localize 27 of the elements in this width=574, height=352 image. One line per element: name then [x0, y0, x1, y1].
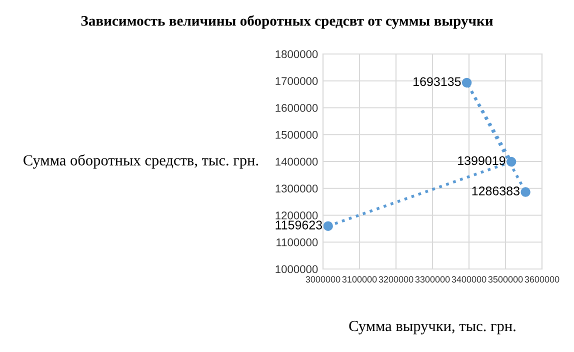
y-tick-label: 1300000 — [276, 184, 318, 193]
data-label: 1399019 — [458, 156, 506, 166]
data-label: 1286383 — [472, 186, 520, 196]
x-tick-label: 3200000 — [378, 276, 414, 283]
y-tick-label: 1800000 — [276, 50, 318, 58]
x-tick-label: 3000000 — [306, 276, 340, 283]
y-tick-label: 1500000 — [276, 130, 318, 139]
y-axis-title: Сумма оборотных средств, тыс. грн. — [24, 154, 258, 169]
y-tick-label: 1100000 — [276, 238, 318, 246]
point — [506, 156, 516, 167]
x-tick-label: 3300000 — [415, 276, 450, 283]
y-tick-label: 1700000 — [276, 77, 318, 86]
x-tick-label: 3600000 — [524, 276, 560, 283]
y-tick-label: 1000000 — [276, 265, 318, 274]
point — [520, 187, 530, 197]
y-tick-label: 1600000 — [276, 104, 318, 112]
x-tick-label: 3500000 — [488, 276, 523, 283]
x-axis-title: Сумма выручки, тыс. грн. — [349, 320, 516, 334]
y-tick-label: 1200000 — [276, 212, 318, 220]
point — [462, 78, 472, 88]
x-tick-label: 3100000 — [342, 276, 377, 283]
y-tick-label: 1400000 — [276, 158, 318, 166]
chart-title: Зависимость величины оборотных средсвт от суммы выручки — [81, 15, 493, 29]
data-label: 1693135 — [414, 77, 461, 86]
x-tick-label: 3400000 — [452, 276, 486, 283]
point — [323, 221, 333, 231]
data-label: 1159623 — [276, 220, 322, 230]
